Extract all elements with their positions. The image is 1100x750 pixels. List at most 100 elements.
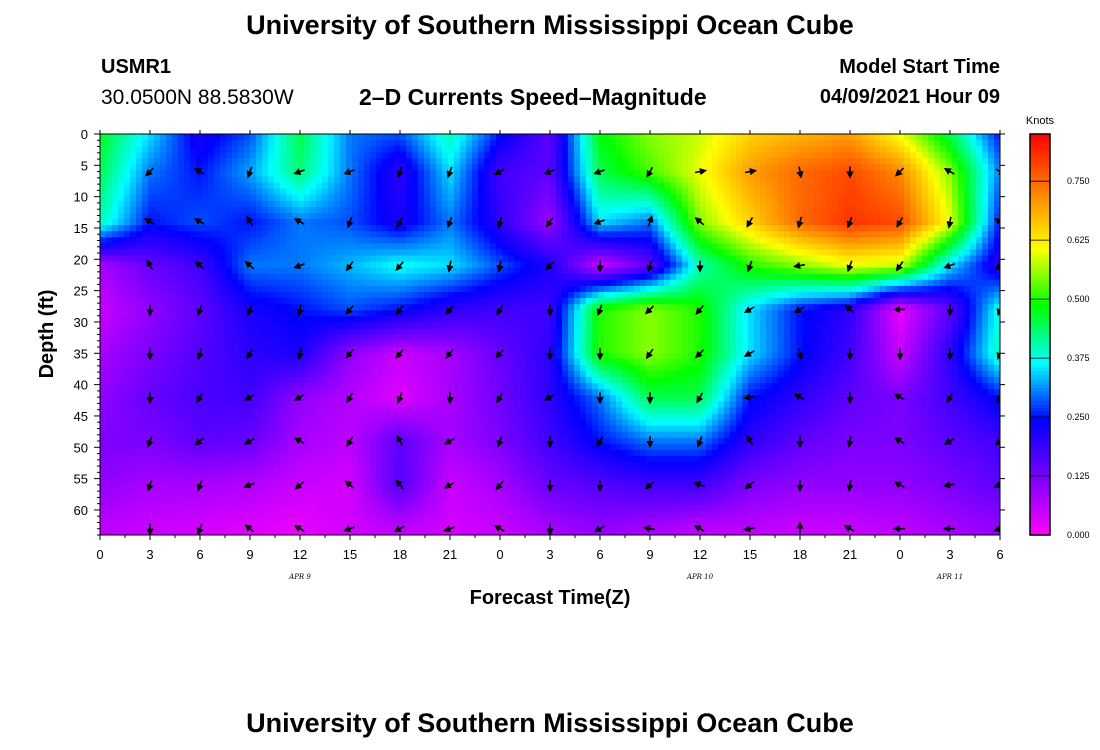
heatmap-cell xyxy=(370,200,377,208)
heatmap-cell xyxy=(628,206,635,214)
heatmap-cell xyxy=(646,188,653,196)
heatmap-cell xyxy=(124,328,131,336)
heatmap-cell xyxy=(490,158,497,165)
heatmap-cell xyxy=(574,267,581,275)
heatmap-cell xyxy=(874,176,881,184)
heatmap-cell xyxy=(574,285,581,293)
heatmap-cell xyxy=(658,206,665,214)
heatmap-cell xyxy=(946,134,953,141)
heatmap-cell xyxy=(724,212,731,220)
heatmap-cell xyxy=(730,243,737,251)
heatmap-cell xyxy=(982,231,989,238)
heatmap-cell xyxy=(292,164,299,172)
heatmap-cell xyxy=(592,212,599,220)
heatmap-cell xyxy=(508,188,515,196)
heatmap-cell xyxy=(652,225,659,232)
heatmap-cell xyxy=(580,267,587,275)
heatmap-cell xyxy=(712,310,719,317)
heatmap-cell xyxy=(352,140,359,147)
heatmap-cell xyxy=(352,158,359,165)
heatmap-cell xyxy=(850,158,857,165)
heatmap-cell xyxy=(430,322,437,330)
heatmap-cell xyxy=(658,200,665,208)
heatmap-cell xyxy=(574,231,581,238)
heatmap-cell xyxy=(436,188,443,196)
heatmap-cell xyxy=(826,140,833,147)
heatmap-cell xyxy=(568,291,575,299)
heatmap-cell xyxy=(682,316,689,323)
heatmap-cell xyxy=(274,322,281,330)
heatmap-cell xyxy=(580,322,587,330)
heatmap-cell xyxy=(526,322,533,330)
heatmap-cell xyxy=(718,134,725,141)
heatmap-cell xyxy=(610,243,617,251)
heatmap-cell xyxy=(112,231,119,238)
heatmap-cell xyxy=(748,152,755,159)
heatmap-cell xyxy=(982,322,989,330)
heatmap-cell xyxy=(178,316,185,323)
heatmap-cell xyxy=(958,188,965,196)
heatmap-cell xyxy=(442,219,449,226)
heatmap-cell xyxy=(874,279,881,287)
heatmap-cell xyxy=(916,291,923,299)
heatmap-cell xyxy=(706,206,713,214)
heatmap-cell xyxy=(322,310,329,317)
heatmap-cell xyxy=(694,298,701,305)
heatmap-cell xyxy=(730,194,737,202)
heatmap-cell xyxy=(532,231,539,238)
heatmap-cell xyxy=(136,237,143,244)
heatmap-cell xyxy=(970,206,977,214)
heatmap-cell xyxy=(772,279,779,287)
heatmap-cell xyxy=(172,219,179,226)
heatmap-cell xyxy=(796,188,803,196)
heatmap-cell xyxy=(142,188,149,196)
heatmap-cell xyxy=(328,279,335,287)
heatmap-cell xyxy=(400,206,407,214)
heatmap-cell xyxy=(418,243,425,251)
heatmap-cell xyxy=(742,158,749,165)
heatmap-cell xyxy=(970,273,977,281)
heatmap-cell xyxy=(244,134,251,141)
heatmap-cell xyxy=(340,267,347,275)
heatmap-cell xyxy=(538,158,545,165)
heatmap-cell xyxy=(916,200,923,208)
heatmap-cell xyxy=(742,298,749,305)
heatmap-cell xyxy=(478,170,485,178)
heatmap-cell xyxy=(952,170,959,178)
heatmap-cell xyxy=(766,225,773,232)
heatmap-cell xyxy=(922,255,929,263)
heatmap-cell xyxy=(988,188,995,196)
heatmap-cell xyxy=(454,322,461,330)
heatmap-cell xyxy=(742,310,749,317)
heatmap-cell xyxy=(934,322,941,330)
heatmap-cell xyxy=(388,310,395,317)
heatmap-cell xyxy=(142,291,149,299)
heatmap-cell xyxy=(190,134,197,141)
heatmap-cell xyxy=(580,279,587,287)
heatmap-cell xyxy=(208,188,215,196)
heatmap-cell xyxy=(238,334,245,342)
heatmap-cell xyxy=(256,182,263,190)
heatmap-cell xyxy=(568,140,575,147)
heatmap-cell xyxy=(682,322,689,330)
heatmap-cell xyxy=(130,267,137,275)
heatmap-cell xyxy=(154,225,161,232)
heatmap-cell xyxy=(640,182,647,190)
heatmap-cell xyxy=(538,255,545,263)
heatmap-cell xyxy=(904,267,911,275)
heatmap-cell xyxy=(952,219,959,226)
heatmap-cell xyxy=(880,225,887,232)
heatmap-cell xyxy=(232,310,239,317)
heatmap-cell xyxy=(172,249,179,257)
heatmap-cell xyxy=(334,219,341,226)
heatmap-cell xyxy=(910,291,917,299)
heatmap-cell xyxy=(892,158,899,165)
heatmap-cell xyxy=(370,134,377,141)
heatmap-cell xyxy=(976,200,983,208)
heatmap-cell xyxy=(634,316,641,323)
heatmap-cell xyxy=(922,261,929,269)
heatmap-cell xyxy=(850,322,857,330)
heatmap-cell xyxy=(538,134,545,141)
heatmap-cell xyxy=(286,322,293,330)
heatmap-cell xyxy=(394,249,401,257)
